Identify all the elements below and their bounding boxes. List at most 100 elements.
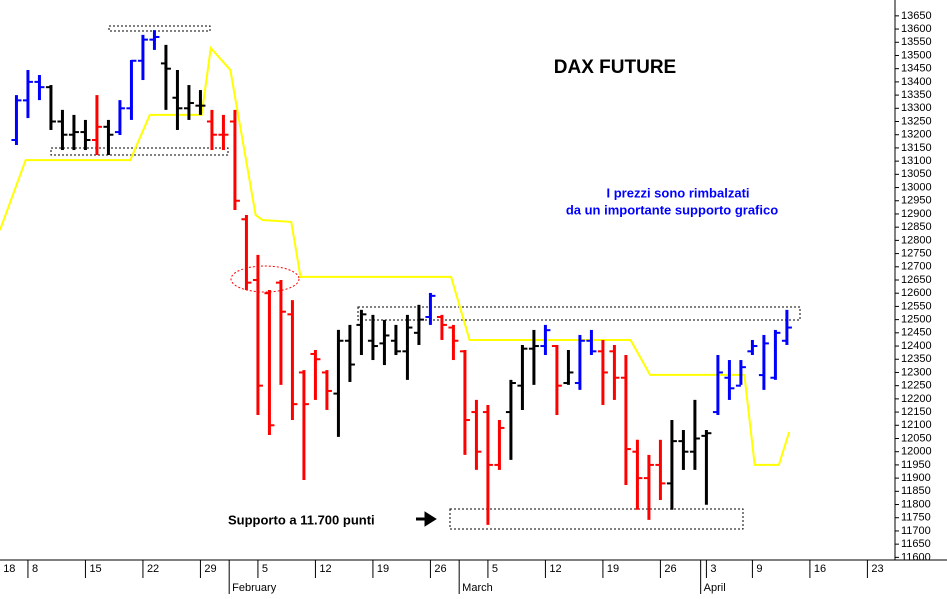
ohlc-bar <box>620 355 631 485</box>
y-tick-label: 12400 <box>901 340 932 352</box>
ohlc-bar <box>103 119 114 156</box>
month-label: February <box>232 582 277 594</box>
month-label: April <box>704 582 726 594</box>
y-tick-label: 13550 <box>901 36 932 48</box>
resistance-box <box>357 306 801 321</box>
y-tick-label: 12200 <box>901 393 932 405</box>
x-tick-label: 26 <box>664 563 676 575</box>
ohlc-bar <box>91 95 102 156</box>
ohlc-bar <box>724 360 735 400</box>
ohlc-bar <box>540 324 551 356</box>
x-tick-label: 12 <box>319 563 331 575</box>
ohlc-bar <box>643 454 654 520</box>
y-tick-label: 12300 <box>901 366 932 378</box>
y-tick-label: 12900 <box>901 208 932 220</box>
ohlc-bar <box>505 379 516 460</box>
ohlc-bar <box>45 85 56 130</box>
ohlc-bar <box>275 280 286 385</box>
ohlc-bar <box>655 439 666 501</box>
y-tick-label: 12000 <box>901 446 932 458</box>
x-tick-label: 18 <box>3 563 15 575</box>
ohlc-bar <box>126 59 137 120</box>
ohlc-bar <box>551 344 562 415</box>
ohlc-bar <box>229 109 240 210</box>
y-tick-label: 12650 <box>901 274 932 286</box>
ohlc-bar <box>563 350 574 385</box>
y-tick-label: 12850 <box>901 221 932 233</box>
y-tick-label: 13450 <box>901 63 932 75</box>
ohlc-bar <box>678 430 689 470</box>
x-tick-label: 22 <box>147 563 159 575</box>
x-tick-label: 26 <box>434 563 446 575</box>
y-tick-label: 13350 <box>901 89 932 101</box>
ohlc-bar <box>206 109 217 151</box>
ohlc-bar <box>689 399 700 470</box>
x-tick-label: 19 <box>607 563 619 575</box>
stop-line <box>0 45 791 466</box>
ohlc-bar <box>264 290 275 436</box>
ohlc-bar <box>609 344 620 400</box>
ohlc-bar <box>781 309 792 345</box>
ohlc-bar <box>298 370 309 480</box>
y-tick-label: 12950 <box>901 195 932 207</box>
y-tick-label: 12150 <box>901 406 932 418</box>
y-tick-label: 11800 <box>901 498 931 510</box>
y-tick-label: 12800 <box>901 234 932 246</box>
y-tick-label: 13150 <box>901 142 932 154</box>
y-tick-label: 12250 <box>901 380 932 392</box>
ohlc-bar <box>80 119 91 151</box>
ohlc-bar <box>390 324 401 356</box>
y-tick-label: 13500 <box>901 49 932 61</box>
ohlc-bar <box>436 314 447 340</box>
ohlc-bar <box>666 420 677 510</box>
ohlc-bar <box>379 319 390 366</box>
ohlc-bar <box>310 350 321 400</box>
plot <box>0 30 792 525</box>
ohlc-bar <box>632 439 643 510</box>
ohlc-bar <box>448 324 459 361</box>
ohlc-bar <box>367 314 378 361</box>
ohlc-bar <box>712 355 723 415</box>
y-tick-label: 13300 <box>901 102 932 114</box>
ohlc-bar <box>172 70 183 130</box>
y-tick-label: 13650 <box>901 10 932 22</box>
ohlc-bar <box>218 114 229 151</box>
support-box <box>449 508 744 530</box>
ohlc-bar <box>413 304 424 345</box>
ohlc-bar <box>574 334 585 390</box>
y-tick-label: 11900 <box>901 472 931 484</box>
ohlc-bar <box>586 329 597 356</box>
level-box <box>50 147 229 156</box>
x-tick-label: 8 <box>32 563 38 575</box>
y-tick-label: 11600 <box>901 551 931 563</box>
ohlc-bar <box>241 215 252 291</box>
y-tick-label: 12100 <box>901 419 932 431</box>
y-tick-label: 13100 <box>901 155 932 167</box>
x-tick-label: 19 <box>377 563 389 575</box>
y-tick-label: 12700 <box>901 261 932 273</box>
y-tick-label: 12500 <box>901 314 932 326</box>
y-tick-label: 13400 <box>901 76 932 88</box>
month-label: March <box>462 582 493 594</box>
resistance-box <box>108 25 211 32</box>
y-tick-label: 11750 <box>901 512 931 524</box>
ohlc-bar <box>770 329 781 380</box>
y-tick-label: 11700 <box>901 525 931 537</box>
y-tick-label: 11650 <box>901 538 931 550</box>
y-tick-label: 13250 <box>901 115 932 127</box>
ohlc-bar <box>482 404 493 525</box>
annotation: Supporto a 11.700 punti <box>228 512 375 527</box>
ohlc-bar <box>333 329 344 437</box>
ohlc-bar <box>114 100 125 135</box>
x-tick-label: 29 <box>204 563 216 575</box>
x-tick-label: 16 <box>814 563 826 575</box>
ohlc-bar <box>287 300 298 420</box>
ohlc-bar <box>68 114 79 151</box>
x-tick-label: 9 <box>756 563 762 575</box>
ohlc-bar <box>356 309 367 356</box>
ohlc-bar <box>321 370 332 410</box>
ohlc-bar <box>195 90 206 115</box>
y-tick-label: 12750 <box>901 247 932 259</box>
